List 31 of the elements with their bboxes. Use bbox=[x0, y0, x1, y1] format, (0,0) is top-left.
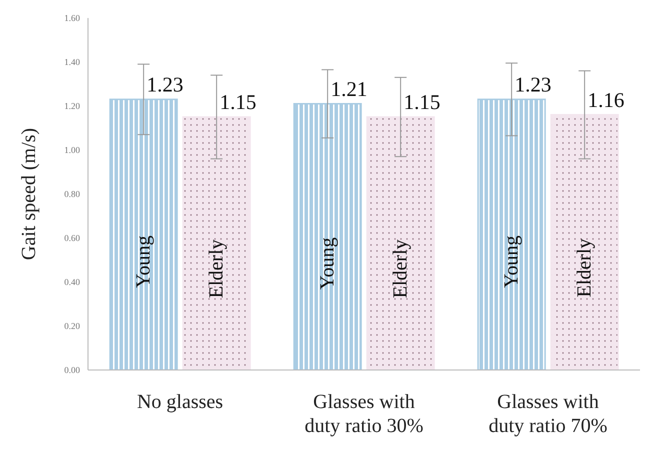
data-label: 1.21 bbox=[330, 76, 368, 101]
y-tick-label: 0.80 bbox=[64, 189, 80, 200]
bar bbox=[477, 98, 546, 370]
y-tick-label: 0.00 bbox=[64, 365, 80, 376]
x-tick-label: Glasses with duty ratio 70% bbox=[488, 391, 608, 437]
y-tick-label: 1.00 bbox=[64, 145, 80, 156]
text: Elderly bbox=[390, 239, 412, 298]
data-label: 1.15 bbox=[220, 90, 256, 114]
x-tick-label: Glasses with duty ratio 30% bbox=[304, 391, 424, 437]
y-tick-label: 0.20 bbox=[64, 321, 80, 332]
y-tick-label: 0.60 bbox=[64, 233, 80, 244]
data-label: 1.16 bbox=[588, 88, 624, 112]
y-tick-label: 0.40 bbox=[64, 277, 80, 288]
data-label: 1.23 bbox=[514, 72, 552, 96]
y-tick-label: 1.60 bbox=[64, 13, 80, 24]
series-label: Young bbox=[132, 236, 155, 288]
data-label: 1.23 bbox=[146, 72, 184, 96]
data-label: 1.15 bbox=[404, 90, 440, 114]
bar bbox=[293, 103, 362, 370]
y-axis-title: Gait speed (m/s) bbox=[18, 128, 40, 260]
bar bbox=[109, 98, 178, 370]
y-tick-label: 1.20 bbox=[64, 101, 80, 112]
text: Elderly bbox=[574, 238, 596, 298]
text: Young bbox=[316, 237, 339, 290]
bar bbox=[550, 114, 619, 370]
y-tick-label: 1.40 bbox=[64, 57, 80, 68]
bar bbox=[366, 116, 435, 370]
series-label: Elderly bbox=[206, 239, 228, 298]
text: Young bbox=[500, 236, 523, 288]
bar bbox=[182, 116, 251, 370]
x-tick-label: No glasses bbox=[136, 391, 224, 413]
